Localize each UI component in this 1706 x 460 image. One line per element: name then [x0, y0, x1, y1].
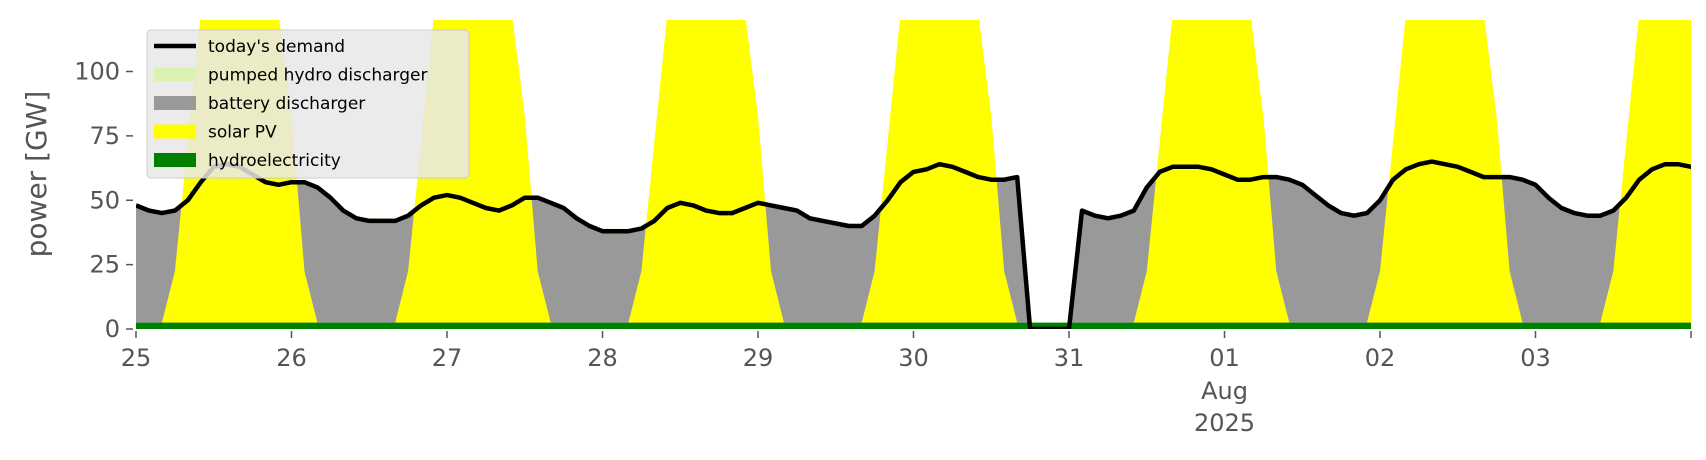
- legend-swatch: [154, 67, 196, 82]
- y-tick-label: 100: [74, 58, 120, 86]
- legend-entry: hydroelectricity: [208, 151, 341, 171]
- x-tick-label: 25: [121, 344, 152, 372]
- y-axis-label: power [GW]: [20, 91, 53, 258]
- x-tick-label: 28: [587, 344, 618, 372]
- legend-entry: today's demand: [208, 37, 345, 57]
- y-tick-label: 25: [89, 251, 120, 279]
- x-tick-label: 03: [1520, 344, 1551, 372]
- legend: today's demand pumped hydro discharger bat…: [146, 29, 470, 179]
- x-tick-label: 31: [1054, 344, 1085, 372]
- legend-entry: solar PV: [208, 123, 277, 143]
- x-tick-label: 02: [1365, 344, 1396, 372]
- x-tick-label: 29: [743, 344, 774, 372]
- x-sub-label: 2025: [1194, 409, 1255, 437]
- legend-swatch: [154, 96, 196, 110]
- x-tick-label: 27: [432, 344, 463, 372]
- legend-swatch: [154, 124, 196, 139]
- y-axis: 0 25 50 75 100: [74, 58, 133, 343]
- y-tick-label: 75: [89, 122, 120, 150]
- legend-box: [146, 29, 470, 179]
- plot-area: [136, 20, 1691, 329]
- x-tick-label: 01: [1209, 344, 1240, 372]
- hydroelectricity-area: [136, 322, 1691, 329]
- x-tick-label: 26: [276, 344, 307, 372]
- y-tick-label: 50: [89, 186, 120, 214]
- x-axis: 25 26 27 28 29 30 31 01 02 03 Aug 2025: [121, 331, 1692, 437]
- demand-line: [136, 159, 1691, 329]
- legend-entry: battery discharger: [208, 94, 365, 114]
- y-tick-label: 0: [105, 315, 120, 343]
- x-tick-label: 30: [898, 344, 929, 372]
- legend-entry: pumped hydro discharger: [208, 66, 427, 86]
- legend-swatch: [154, 153, 196, 167]
- x-sub-label: Aug: [1201, 377, 1248, 405]
